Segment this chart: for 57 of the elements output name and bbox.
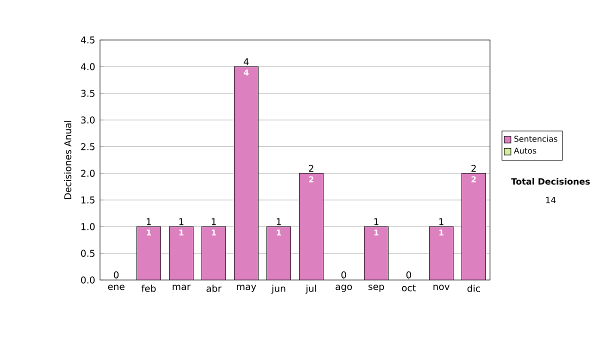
x-tick-label: nov xyxy=(434,284,450,290)
x-tick-label: dic xyxy=(467,284,480,292)
x-tick-label: oct xyxy=(402,284,416,292)
total-label: 0 xyxy=(406,271,412,278)
text: Total Decisiones xyxy=(511,178,590,185)
total-label: 1 xyxy=(179,218,184,226)
x-tick-label: feb xyxy=(141,284,156,292)
data-label: 4 xyxy=(244,70,249,76)
data-label: 2 xyxy=(472,176,476,182)
data-label: 2 xyxy=(309,176,314,182)
y-tick-label: 3.5 xyxy=(81,90,94,97)
y-tick-label: 4.0 xyxy=(80,63,95,70)
y-tick-label: 0.5 xyxy=(81,250,94,257)
total-label: 2 xyxy=(471,164,476,172)
total-label: 1 xyxy=(146,218,151,226)
x-tick-label: jun xyxy=(271,284,286,294)
data-label: 1 xyxy=(212,230,216,236)
data-label: 1 xyxy=(439,230,444,236)
total-label: 4 xyxy=(244,58,249,66)
x-tick-label: mar xyxy=(172,284,191,290)
x-tick-label: abr xyxy=(206,284,222,292)
y-tick-label: 2.0 xyxy=(81,170,95,177)
x-tick-label: ene xyxy=(108,284,124,290)
total-label: 0 xyxy=(341,271,346,278)
data-label: 1 xyxy=(179,230,184,236)
legend-label: Sentencias xyxy=(514,136,558,142)
x-tick-label: ago xyxy=(336,284,352,292)
y-tick-label: 2.5 xyxy=(81,143,94,150)
bar xyxy=(298,173,324,280)
x-tick-label: sep xyxy=(368,284,384,292)
bar xyxy=(234,66,259,280)
y-axis-title: Decisiones Anual xyxy=(64,120,72,199)
bar xyxy=(201,226,226,280)
bar xyxy=(266,226,292,280)
legend-label: Autos xyxy=(514,148,536,154)
data-label: 1 xyxy=(146,230,151,236)
bar xyxy=(168,226,194,280)
y-tick-label: 1.0 xyxy=(81,223,95,230)
y-tick-label: 3.0 xyxy=(81,116,95,124)
total-label: 0 xyxy=(114,271,119,278)
total-label: 1 xyxy=(276,218,281,226)
bar xyxy=(428,226,454,280)
total-label: 1 xyxy=(212,218,216,226)
total-label: 2 xyxy=(308,164,314,172)
y-tick-label: 0.0 xyxy=(81,276,95,284)
y-tick-label: 1.5 xyxy=(81,196,94,204)
bar xyxy=(136,226,162,280)
data-label: 1 xyxy=(374,230,378,236)
y-tick-label: 4.5 xyxy=(80,36,94,44)
total-label: 1 xyxy=(374,218,378,226)
text: 14 xyxy=(546,196,556,204)
x-tick-label: jul xyxy=(306,284,316,294)
bar xyxy=(461,173,486,280)
x-tick-label: may xyxy=(236,284,256,292)
total-label: 1 xyxy=(439,218,444,226)
bar xyxy=(364,226,389,280)
data-label: 1 xyxy=(276,230,281,236)
